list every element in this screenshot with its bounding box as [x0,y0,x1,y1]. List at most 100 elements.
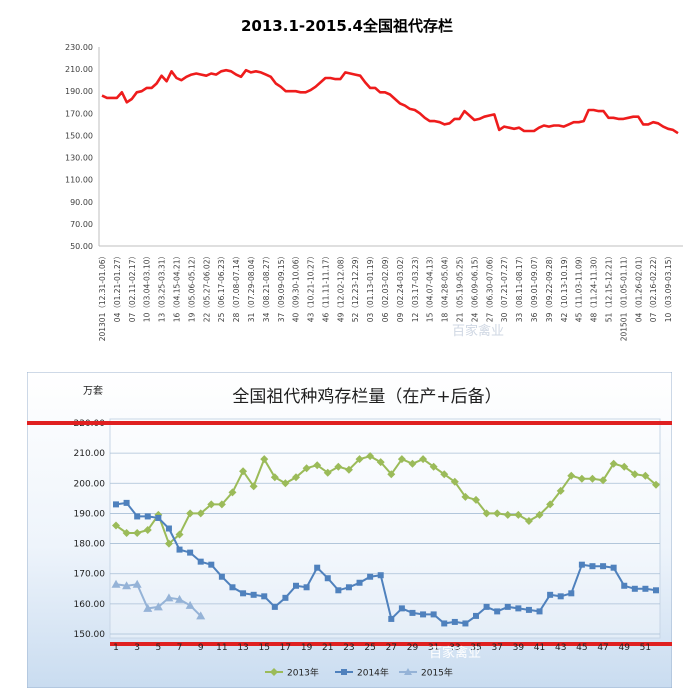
chart-2-point [397,455,406,464]
chart-2-x-tick-label: 7 [177,643,183,653]
chart-2-point [186,509,195,518]
chart-2-legend-marker [404,668,412,675]
chart-2-point [164,539,173,548]
chart-2-point [557,593,564,600]
chart-1-x-tick-label: 48（11.24-11.30） [590,252,599,322]
chart-2-x-tick-label: 15 [259,643,270,653]
chart-1-series-line [101,68,679,135]
chart-2-point [197,558,204,565]
chart-2-point [207,500,216,509]
chart-1-x-tick-label: 04（01.21-01.27） [113,252,122,322]
chart-2-y-tick-label: 160.00 [74,600,106,610]
chart-2-panel: 全国祖代种鸡存栏量（在产+后备） 万套 150.00 160.00 170.00 18… [26,371,673,689]
chart-2-point [270,473,279,482]
chart-2-legend-marker [270,668,278,676]
chart-2-point [324,575,331,582]
chart-1-x-tick-label: 07（02.16-02.22） [649,252,658,322]
chart-2-y-tick-label: 200.00 [74,479,106,489]
chart-2-point [112,521,120,530]
chart-1-x-tick-label: 15（04.07-04.13） [426,252,435,322]
chart-2-top-red-band [27,421,672,425]
chart-2-x-tick-label: 29 [407,643,419,653]
chart-2-series-line [115,501,657,625]
chart-2-y-tick-label: 150.00 [74,630,106,640]
chart-1-x-tick-label: 39（09.22-09.28） [545,252,554,322]
chart-1-x-tick-label: 16（04.15-04.21） [172,252,181,322]
watermark-2: 百家禽业 [429,646,482,661]
chart-1-y-tick-label: 130.00 [65,154,93,163]
chart-2-point [143,526,152,535]
chart-2-y-tick-label: 190.00 [74,509,106,519]
chart-1-x-tick-label: 25（06.17-06.23） [217,252,226,322]
chart-2-point [376,458,385,467]
chart-2-x-tick-label: 21 [322,643,333,653]
chart-2-series-0 [112,452,660,548]
chart-2-x-tick-label: 33 [449,643,460,653]
chart-2-point [335,587,342,594]
chart-1-x-tick-label: 49（12.02-12.08） [336,252,345,322]
chart-2-point [388,615,395,622]
chart-1-x-tick-label: 33（08.11-08.17） [515,252,524,322]
chart-2-point [260,455,269,464]
chart-1-y-tick-label: 230.00 [65,43,93,52]
chart-1-x-tick-label: 22（05.27-06.02） [202,252,211,322]
chart-2-point [123,499,130,506]
chart-2-point [525,606,532,613]
chart-2-point [144,513,151,520]
chart-2-x-tick-label: 11 [216,643,227,653]
chart-1-y-tick-label: 110.00 [65,176,93,185]
chart-2-point [483,603,490,610]
chart-2-point [547,591,554,598]
chart-2-point [356,579,363,586]
chart-2-x-tick-label: 25 [364,643,375,653]
chart-2-point [567,471,576,480]
chart-1-x-tick-label: 42（10.13-10.19） [560,252,569,322]
chart-2-point [122,529,131,538]
chart-2-point [461,492,470,501]
chart-1-y-tick-label: 50.00 [70,242,93,251]
chart-2-point [398,605,405,612]
chart-1-x-tick-label: 12（03.17-03.23） [411,252,420,322]
chart-1-x-tick-label: 34（08.21-08.27） [262,252,271,322]
chart-2-point [271,603,278,610]
chart-2-point [303,584,310,591]
chart-2-point [451,618,458,625]
chart-2-series-line [115,455,657,546]
chart-2-x-tick-label: 49 [619,643,631,653]
chart-2-point [155,514,162,521]
chart-2-point [642,585,649,592]
chart-2-point [652,480,660,489]
chart-2-point [366,452,375,461]
chart-2-plot-area [109,418,661,639]
chart-2-legend-marker [341,669,347,675]
chart-2-point [229,584,236,591]
chart-2-x-tick-label: 5 [155,643,161,653]
watermark-1: 百家禽业 [452,324,505,339]
chart-2-x-tick-label: 9 [198,643,204,653]
chart-2-point [185,600,195,609]
chart-2-title: 全国祖代种鸡存栏量（在产+后备） [232,387,501,407]
chart-2-point [355,455,364,464]
chart-2-legend-label: 2015年 [421,667,453,679]
chart-1-x-tick-label: 51（12.15-12.21） [604,252,613,322]
chart-2-point [293,582,299,589]
chart-2-legend-label: 2013年 [287,667,319,679]
chart-2-point [535,510,544,519]
chart-2-point [599,476,608,485]
chart-2-point [175,594,185,603]
chart-2-point [367,573,374,580]
chart-2-x-tick-label: 27 [386,643,397,653]
chart-1-x-tick-label: 27（06.30-07.06） [485,252,494,322]
chart-2-point [440,470,449,479]
chart-2-point [515,605,522,612]
chart-2-point [334,462,343,471]
chart-1-x-tick-label: 43（10.21-10.27） [307,252,316,322]
chart-2-point [134,513,141,520]
chart-2-point [514,510,523,519]
chart-2-point [419,455,428,464]
chart-2-point [344,465,353,474]
chart-2-x-tick-label: 43 [555,643,566,653]
chart-2-point [430,611,437,618]
chart-1-x-tick-label: 13（03.25-03.31） [158,252,167,322]
chart-2-x-tick-label: 17 [280,643,291,653]
